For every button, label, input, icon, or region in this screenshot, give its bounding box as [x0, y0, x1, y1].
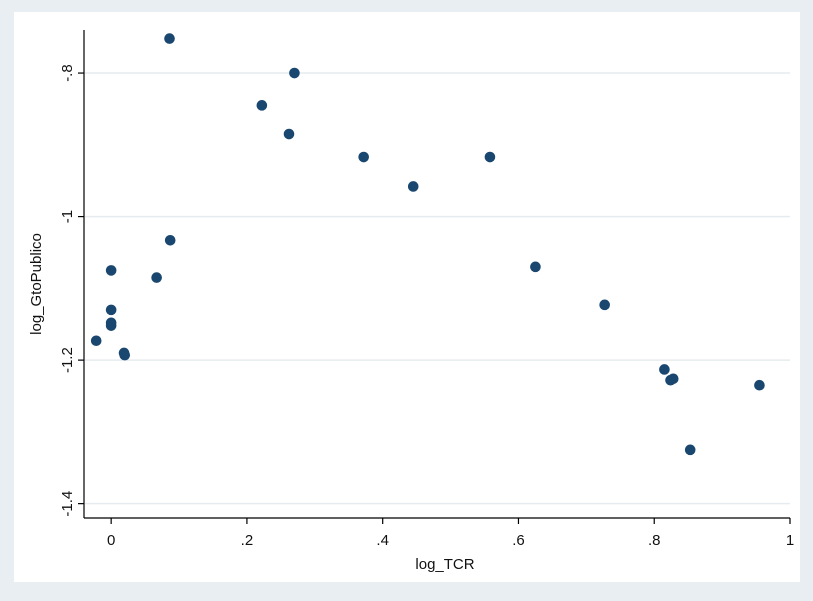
data-point — [407, 181, 419, 192]
data-point — [754, 379, 765, 391]
data-point — [90, 335, 102, 347]
data-point — [164, 234, 176, 246]
data-point — [151, 272, 162, 283]
axes — [78, 30, 791, 524]
x-tick-label-4: .8 — [648, 532, 661, 549]
data-point — [358, 151, 369, 163]
x-tick-label-5: 1 — [786, 532, 794, 549]
data-point — [289, 67, 300, 79]
data-point — [530, 261, 541, 273]
y-tick-label-3: -1.4 — [59, 491, 76, 517]
y-tick-label-2: -1.2 — [59, 347, 76, 373]
data-point — [283, 128, 295, 140]
data-point — [119, 349, 131, 361]
y-axis-label: log_GtoPublico — [28, 233, 45, 335]
x-tick-label-0: 0 — [107, 532, 115, 549]
data-point — [105, 320, 117, 331]
x-tick-label-1: .2 — [241, 532, 254, 549]
y-tick-label-1: -1 — [59, 210, 76, 223]
data-points — [90, 33, 765, 456]
data-point — [684, 444, 696, 456]
x-axis-label: log_TCR — [415, 556, 474, 573]
x-tick-label-2: .4 — [376, 532, 389, 549]
y-tick-label-0: -.8 — [59, 64, 76, 82]
data-point — [667, 373, 679, 385]
data-point — [105, 265, 117, 276]
data-point — [484, 151, 496, 163]
x-tick-label-3: .6 — [512, 532, 525, 549]
grid-lines — [85, 72, 790, 505]
data-point — [164, 33, 175, 44]
tick-labels: -.8 -1 -1.2 -1.4 0 .2 .4 .6 .8 1 — [59, 64, 794, 549]
data-point — [599, 299, 610, 311]
data-point — [256, 100, 268, 111]
data-point — [105, 304, 117, 316]
data-point — [659, 364, 670, 375]
plot-area — [14, 12, 800, 582]
